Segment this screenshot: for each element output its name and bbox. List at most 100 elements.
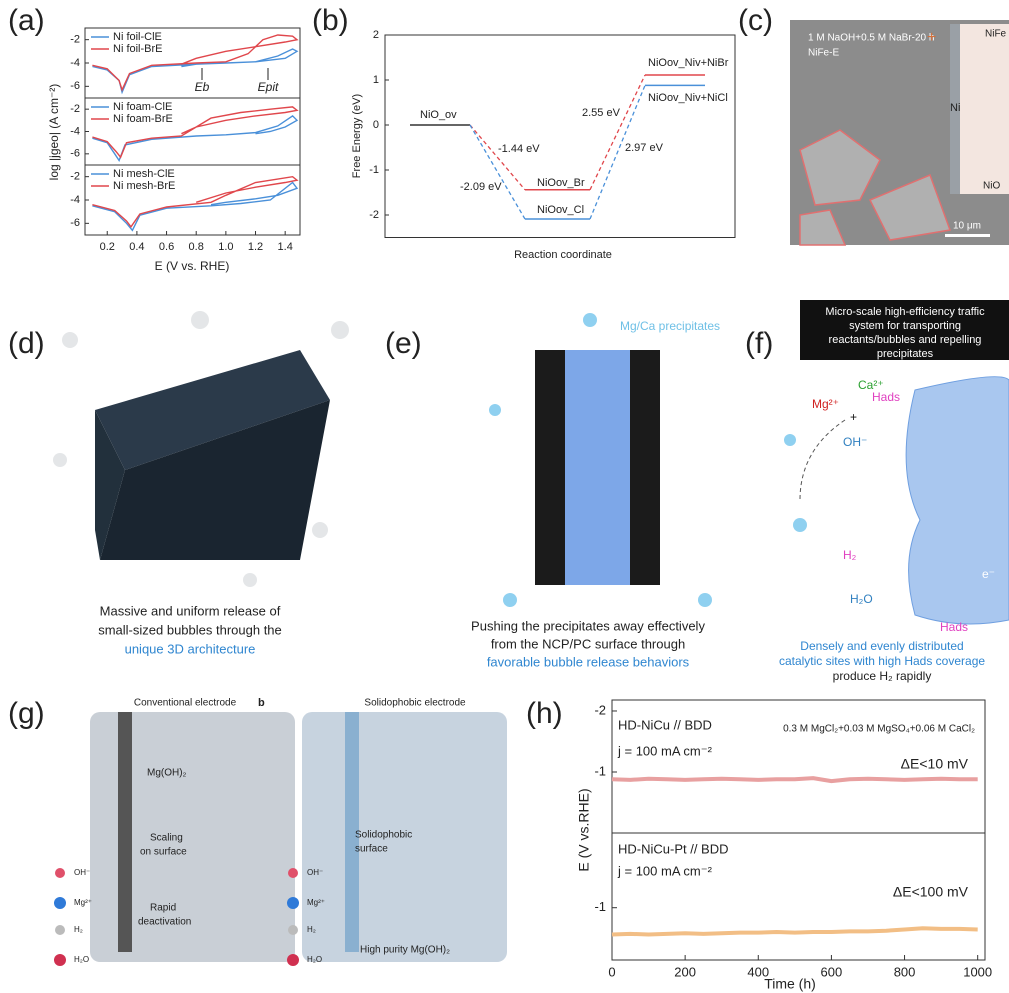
legend-label: H₂ [74, 925, 83, 934]
illustration-electrodes [54, 712, 507, 966]
caption: unique 3D architecture [125, 641, 256, 656]
image-text: NiFe [985, 29, 1007, 40]
y-tick-label: -1 [594, 763, 606, 778]
annotation: j = 100 mA cm⁻² [617, 863, 713, 878]
x-tick-label: 0.8 [189, 241, 204, 253]
legend-label: Ni mesh-BrE [113, 180, 175, 192]
y-tick-label: 1 [373, 74, 379, 86]
y-axis-label: E (V vs.RHE) [576, 788, 592, 871]
y-axis-label: Free Energy (eV) [351, 94, 363, 178]
image-title: Solidophobic electrode [364, 698, 466, 709]
stability-curve [611, 926, 978, 937]
panel-label: (d) [8, 327, 45, 360]
x-tick-label: 0.4 [129, 241, 144, 253]
species-label: H₂ [843, 548, 857, 562]
legend-label: H₂O [74, 955, 89, 964]
axes-frame [611, 832, 986, 961]
image-text: deactivation [138, 917, 191, 928]
title-line: precipitates [877, 348, 934, 360]
x-axis-label: Time (h) [764, 976, 816, 992]
level-label: NiOov_Niv+NiBr [648, 57, 729, 69]
species-label: + [850, 410, 857, 424]
image-text: Ni [950, 102, 960, 114]
image-text: NiFe-E [808, 48, 839, 59]
species-label: Mg²⁺ [812, 397, 839, 411]
image-text: High purity Mg(OH)₂ [360, 945, 450, 956]
species-label: Hads [872, 390, 900, 404]
annotation: ΔE<10 mV [901, 756, 969, 772]
species-label: e⁻ [982, 567, 995, 581]
legend-label: H₂ [307, 925, 316, 934]
x-tick-label: 0.2 [100, 241, 115, 253]
level-label: NiO_ov [420, 109, 457, 121]
x-tick-label: 1.0 [218, 241, 233, 253]
annotation: Eb [195, 80, 210, 94]
panel-label: (e) [385, 327, 422, 360]
caption: produce H₂ rapidly [833, 669, 932, 683]
annotation: HD-NiCu-Pt // BDD [618, 841, 729, 856]
species-label: Hads [940, 620, 968, 634]
level-label: NiOov_Cl [537, 204, 584, 216]
illustration-column [489, 313, 712, 607]
step-label: 2.55 eV [582, 107, 621, 119]
y-tick-label: -1 [594, 899, 606, 914]
stability-curve [611, 776, 978, 784]
y-tick-label: -6 [70, 148, 80, 160]
inset-ni-layer [950, 24, 960, 194]
caption: Densely and evenly distributed [800, 639, 963, 653]
scale-bar [945, 234, 990, 237]
image-text: surface [355, 844, 388, 855]
y-tick-label: 0 [373, 119, 379, 131]
panel-label: (g) [8, 697, 45, 730]
species-label: H₂O [850, 592, 873, 606]
image-text: 1 M NaOH+0.5 M NaBr-20 h [808, 33, 934, 44]
y-tick-label: -2 [70, 103, 80, 115]
x-tick-label: 0 [608, 964, 615, 979]
panel-label: (f) [745, 327, 773, 360]
cv-curve [92, 34, 299, 92]
image-text: + [927, 29, 936, 46]
legend-label: Ni foam-ClE [113, 101, 172, 113]
sem-crystals [799, 129, 952, 246]
cv-curve [92, 106, 299, 159]
title-line: system for transporting [849, 320, 961, 332]
cv-curve [92, 181, 299, 232]
legend-label: OH⁻ [307, 868, 323, 877]
energy-connector [469, 124, 526, 191]
y-tick-label: -4 [70, 194, 80, 206]
energy-connector [469, 124, 526, 220]
y-tick-label: -6 [70, 80, 80, 92]
image-text: 10 μm [953, 221, 981, 232]
caption: small-sized bubbles through the [98, 622, 282, 637]
panel-label: (h) [526, 697, 563, 730]
y-tick-label: -2 [70, 34, 80, 46]
y-tick-label: -6 [70, 217, 80, 229]
callout: Mg/Ca precipitates [620, 319, 720, 333]
species-label: OH⁻ [843, 435, 867, 449]
legend-label: Mg²⁺ [74, 898, 92, 907]
y-axis-label: log |jgeo| (A cm⁻²) [47, 84, 61, 181]
image-text: on surface [140, 847, 187, 858]
x-tick-label: 200 [674, 964, 696, 979]
legend-label: Ni foil-BrE [113, 43, 163, 55]
legend-label: Ni mesh-ClE [113, 168, 175, 180]
title-line: reactants/bubbles and repelling [829, 334, 982, 346]
step-label: -2.09 eV [460, 181, 502, 193]
step-label: -1.44 eV [498, 143, 540, 155]
sub-label: b [258, 697, 265, 709]
image-text: Scaling [150, 833, 183, 844]
cv-curve [92, 175, 299, 228]
cv-curve [92, 114, 299, 163]
y-tick-label: -2 [70, 171, 80, 183]
level-label: NiOov_Niv+NiCl [648, 92, 728, 104]
y-tick-label: -4 [70, 57, 80, 69]
axes-frame [384, 34, 736, 238]
legend-label: Ni foil-ClE [113, 31, 162, 43]
x-tick-label: 400 [747, 964, 769, 979]
illustration-3d [53, 311, 349, 587]
x-tick-label: 1000 [963, 964, 992, 979]
caption: favorable bubble release behaviors [487, 654, 690, 669]
image-text: NiO [983, 181, 1000, 192]
legend-label: Mg²⁺ [307, 898, 325, 907]
